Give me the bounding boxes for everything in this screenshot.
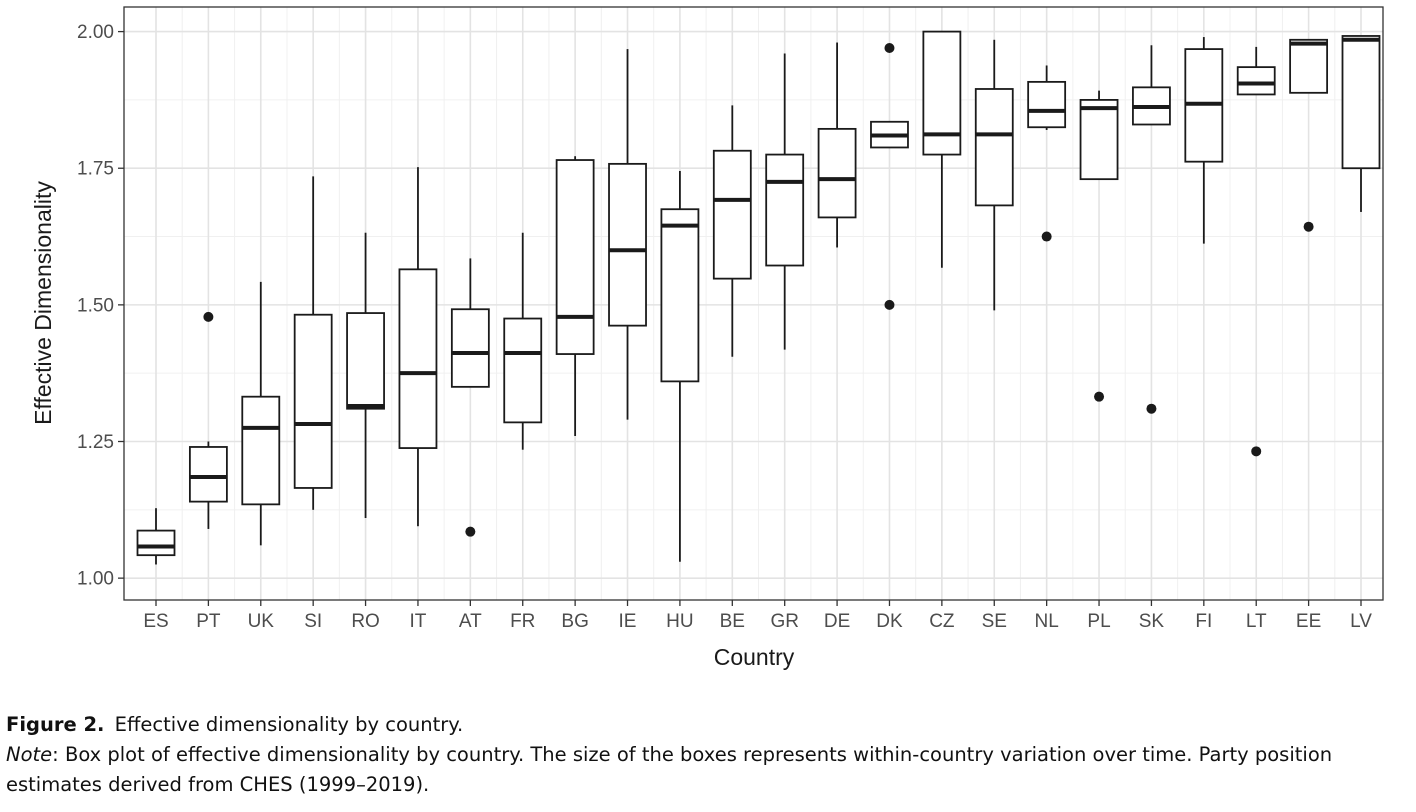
box-gr: [765, 53, 805, 350]
y-tick-label: 1.25: [77, 432, 114, 453]
box-body: [555, 159, 595, 355]
box-lt: [1236, 46, 1276, 457]
x-tick-label: PL: [1087, 611, 1110, 632]
box-body: [1236, 66, 1276, 96]
box-body: [608, 162, 647, 327]
box-bg: [555, 156, 595, 437]
x-tick-label: SK: [1139, 611, 1165, 632]
outlier-point: [203, 311, 214, 322]
x-tick-label: FI: [1195, 611, 1212, 632]
y-tick-label: 1.50: [77, 295, 114, 316]
plot-panel-border: [123, 6, 1384, 601]
x-tick-label: UK: [248, 611, 275, 632]
figure-heading: Figure 2. Effective dimensionality by co…: [6, 710, 1411, 740]
x-tick-label: PT: [196, 611, 221, 632]
box-body: [660, 208, 700, 383]
figure-caption: Figure 2. Effective dimensionality by co…: [6, 710, 1411, 800]
x-tick-label: CZ: [929, 611, 955, 632]
box-lv: [1341, 35, 1381, 212]
box-ie: [608, 49, 647, 420]
box-body: [1289, 38, 1329, 94]
box-body: [712, 149, 752, 280]
x-axis-title: Country: [714, 644, 795, 670]
box-body: [817, 127, 857, 219]
plot-panel-background: [124, 7, 1383, 600]
boxes: [136, 30, 1381, 565]
box-at: [450, 258, 490, 537]
outlier-point: [1041, 231, 1052, 242]
box-se: [974, 39, 1014, 311]
outlier-point: [1094, 391, 1105, 402]
box-ee: [1289, 38, 1329, 232]
x-tick-label: LT: [1246, 611, 1267, 632]
box-pt: [188, 311, 228, 529]
x-tick-label: HU: [666, 611, 693, 632]
x-tick-label: LV: [1350, 611, 1372, 632]
outlier-point: [1146, 403, 1157, 414]
x-tick-label: SI: [304, 611, 322, 632]
box-pl: [1079, 90, 1119, 402]
outlier-point: [1251, 446, 1262, 457]
box-ro: [346, 232, 385, 519]
box-body: [1341, 35, 1381, 170]
x-tick-label: EE: [1296, 611, 1321, 632]
box-body: [765, 153, 805, 267]
box-body: [241, 395, 281, 506]
y-tick-label: 1.75: [77, 159, 114, 180]
box-fi: [1184, 37, 1224, 244]
x-tick-label: SE: [982, 611, 1007, 632]
box-body: [293, 313, 333, 489]
box-be: [712, 105, 752, 357]
x-tick-label: RO: [351, 611, 380, 632]
x-tick-label: NL: [1035, 611, 1059, 632]
note-label: Note: [6, 743, 53, 766]
box-cz: [922, 30, 962, 268]
box-body: [398, 268, 438, 449]
box-body: [188, 446, 228, 503]
x-tick-label: ES: [143, 611, 168, 632]
box-body: [1027, 80, 1067, 129]
figure-note: Note: Box plot of effective dimensionali…: [6, 740, 1411, 800]
x-tick-label: DE: [824, 611, 850, 632]
note-text: : Box plot of effective dimensionality b…: [6, 743, 1333, 796]
box-body: [136, 529, 176, 557]
y-axis-title: Effective Dimensionality: [30, 181, 56, 425]
x-tick-label: IT: [410, 611, 427, 632]
x-tick-label: BG: [561, 611, 588, 632]
box-it: [398, 167, 438, 527]
x-tick-label: GR: [770, 611, 799, 632]
x-tick-label: DK: [876, 611, 903, 632]
outlier-point: [884, 42, 895, 53]
y-tick-label: 2.00: [77, 22, 114, 43]
box-hu: [660, 170, 700, 562]
box-plot-chart: 1.00 1.25 1.50 1.75 2.00 ES PT UK SI RO IT AT FR BG I…: [30, 6, 1384, 670]
box-body: [974, 88, 1014, 207]
box-nl: [1027, 65, 1067, 242]
box-si: [293, 176, 333, 510]
outlier-point: [884, 299, 895, 310]
figure-title: Effective dimensionality by country.: [114, 713, 464, 736]
x-tick-label: AT: [459, 611, 482, 632]
box-fr: [503, 232, 543, 450]
x-tick-label: FR: [510, 611, 535, 632]
box-body: [503, 317, 543, 424]
box-body: [346, 312, 385, 410]
y-tick-label: 1.00: [77, 569, 114, 590]
box-es: [136, 508, 176, 565]
x-tick-label: IE: [619, 611, 637, 632]
x-tick-label: BE: [720, 611, 745, 632]
x-axis: ES PT UK SI RO IT AT FR BG IE HU BE GR DE DK CZ SE NL PL SK…: [143, 600, 1372, 632]
outlier-point: [1303, 221, 1314, 232]
box-uk: [241, 281, 281, 546]
box-de: [817, 42, 857, 248]
box-dk: [870, 42, 909, 310]
box-body: [1079, 99, 1119, 181]
box-sk: [1132, 45, 1171, 414]
outlier-point: [465, 526, 476, 537]
y-axis: 1.00 1.25 1.50 1.75 2.00: [77, 22, 124, 590]
box-body: [450, 308, 490, 388]
figure-label: Figure 2.: [6, 713, 105, 736]
